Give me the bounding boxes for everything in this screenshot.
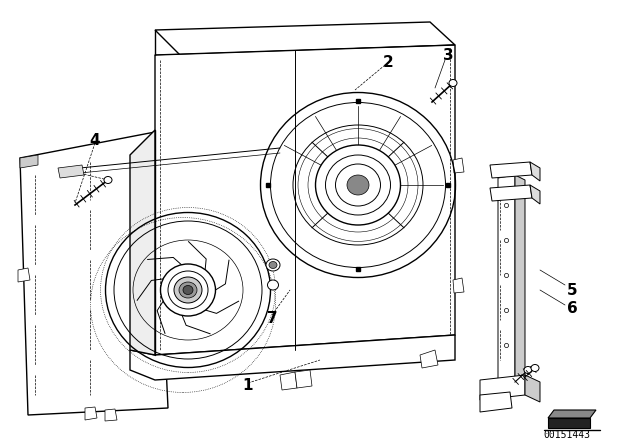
Polygon shape xyxy=(530,162,540,181)
Polygon shape xyxy=(130,335,455,380)
Polygon shape xyxy=(18,268,30,282)
Ellipse shape xyxy=(268,280,278,290)
Polygon shape xyxy=(58,165,84,178)
Polygon shape xyxy=(480,375,525,400)
Ellipse shape xyxy=(449,79,457,86)
Text: 1: 1 xyxy=(243,378,253,392)
Polygon shape xyxy=(498,175,515,385)
Ellipse shape xyxy=(183,285,193,294)
Ellipse shape xyxy=(316,145,401,225)
Polygon shape xyxy=(280,372,297,390)
Polygon shape xyxy=(130,130,155,355)
Polygon shape xyxy=(525,375,540,402)
Text: 3: 3 xyxy=(443,47,453,63)
Text: 2: 2 xyxy=(383,55,394,69)
Text: 6: 6 xyxy=(566,301,577,315)
Ellipse shape xyxy=(326,155,390,215)
Polygon shape xyxy=(155,45,455,355)
Polygon shape xyxy=(453,278,464,293)
Text: 4: 4 xyxy=(90,133,100,147)
Polygon shape xyxy=(490,185,532,201)
Polygon shape xyxy=(490,162,532,178)
Ellipse shape xyxy=(104,177,112,184)
Polygon shape xyxy=(155,22,455,55)
Polygon shape xyxy=(548,410,596,418)
Polygon shape xyxy=(20,155,38,168)
Polygon shape xyxy=(420,350,438,368)
Ellipse shape xyxy=(161,264,216,316)
Polygon shape xyxy=(295,370,312,388)
Ellipse shape xyxy=(168,271,208,309)
Polygon shape xyxy=(480,392,512,412)
Text: 5: 5 xyxy=(566,283,577,297)
Ellipse shape xyxy=(347,175,369,195)
Ellipse shape xyxy=(266,259,280,271)
Ellipse shape xyxy=(335,164,381,206)
Ellipse shape xyxy=(269,262,277,268)
Ellipse shape xyxy=(524,366,532,374)
Ellipse shape xyxy=(174,277,202,303)
Text: 7: 7 xyxy=(267,310,277,326)
Polygon shape xyxy=(548,418,590,428)
Polygon shape xyxy=(453,158,464,173)
Polygon shape xyxy=(530,185,540,204)
Ellipse shape xyxy=(179,282,197,298)
Ellipse shape xyxy=(531,365,539,371)
Polygon shape xyxy=(105,409,117,421)
Text: 00151443: 00151443 xyxy=(543,430,591,440)
Polygon shape xyxy=(515,175,525,385)
Polygon shape xyxy=(85,407,97,420)
Polygon shape xyxy=(20,132,168,415)
